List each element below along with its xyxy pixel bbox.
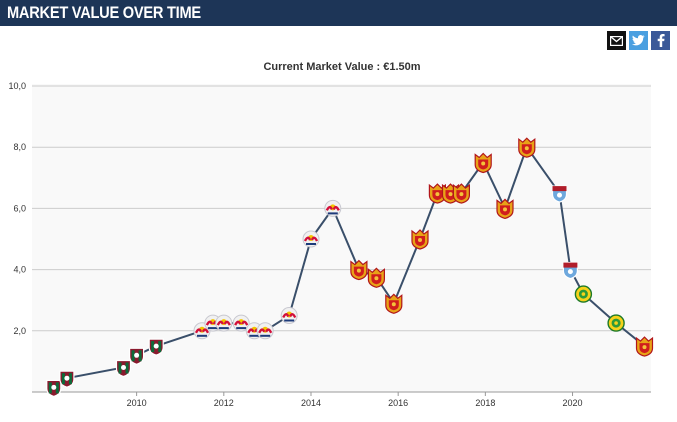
data-point[interactable] [59,370,75,388]
data-point[interactable] [232,314,250,332]
x-tick-label: 2018 [475,398,495,408]
data-point[interactable] [215,314,233,332]
data-point[interactable] [367,267,385,288]
mail-icon [610,35,623,46]
y-tick-label: 6,0 [13,203,26,213]
data-point[interactable] [562,262,579,280]
y-tick-label: 2,0 [13,326,26,336]
data-point[interactable] [411,229,429,250]
data-markers [46,137,654,398]
twitter-icon [632,35,645,46]
x-axis: 2010 2012 2014 2016 2018 2020 [127,392,583,408]
mail-share-button[interactable] [607,31,626,50]
data-point[interactable] [148,338,164,356]
section-title: MARKET VALUE OVER TIME [7,3,201,22]
y-tick-label: 8,0 [13,142,26,152]
data-point[interactable] [607,314,625,332]
data-point[interactable] [115,359,132,378]
data-point[interactable] [518,137,536,158]
facebook-share-button[interactable] [651,31,670,50]
y-axis: 2,0 4,0 6,0 8,0 10,0 [8,81,26,336]
y-tick-label: 4,0 [13,265,26,275]
section-header: MARKET VALUE OVER TIME [0,0,677,26]
x-tick-label: 2012 [214,398,234,408]
y-tick-label: 10,0 [8,81,26,91]
data-point[interactable] [635,336,654,357]
facebook-icon [657,34,665,47]
data-point[interactable] [324,199,342,217]
x-tick-label: 2010 [127,398,147,408]
data-point[interactable] [302,230,320,248]
data-point[interactable] [350,259,368,281]
data-point[interactable] [256,322,274,340]
data-point[interactable] [551,185,568,203]
data-point[interactable] [574,285,593,303]
twitter-share-button[interactable] [629,31,648,50]
x-tick-label: 2020 [563,398,583,408]
data-point[interactable] [280,307,298,324]
data-point[interactable] [46,379,62,398]
data-point[interactable] [129,347,145,365]
chart-title: Current Market Value : €1.50m [263,61,420,73]
x-tick-label: 2016 [388,398,408,408]
plot-area [32,84,651,392]
grid-lines [32,85,651,393]
x-tick-label: 2014 [301,398,321,408]
data-point[interactable] [474,152,492,174]
data-point[interactable] [452,183,470,204]
data-point[interactable] [385,293,403,314]
data-point[interactable] [496,198,514,220]
